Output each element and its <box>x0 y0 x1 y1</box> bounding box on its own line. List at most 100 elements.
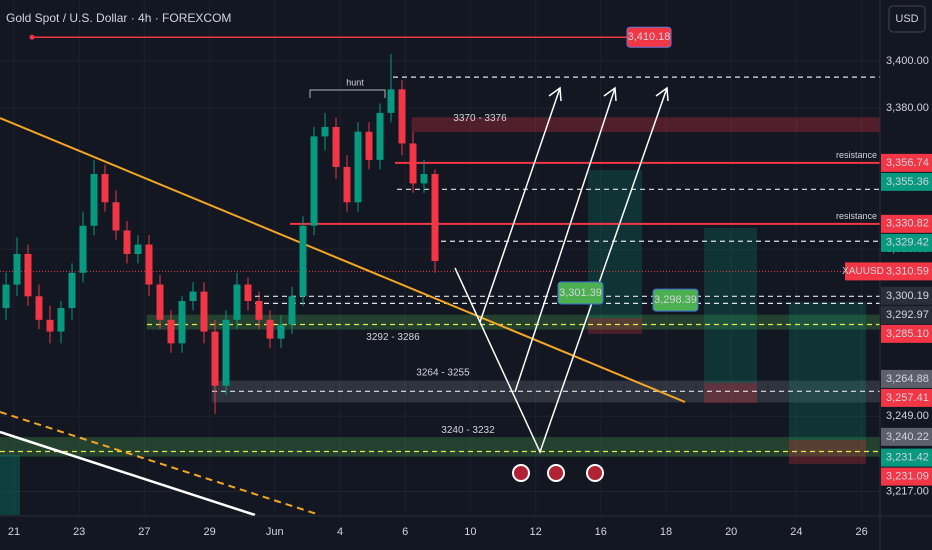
target-label: 3,298.39 <box>654 294 697 306</box>
price-label: 3,292.97 <box>886 309 929 321</box>
x-tick-label: 4 <box>337 526 343 538</box>
candle-body <box>277 324 285 339</box>
price-tag <box>881 388 932 407</box>
candle-body <box>343 166 351 203</box>
x-tick-label: 16 <box>595 526 607 538</box>
candle-body <box>332 126 340 167</box>
zone-label: 3292 - 3286 <box>366 332 420 343</box>
x-tick-label: 21 <box>8 526 20 538</box>
candle-body <box>299 225 307 297</box>
candle-body <box>134 244 142 254</box>
target-label: 3,301.39 <box>559 287 602 299</box>
candle-body <box>189 291 197 302</box>
price-label: 3,300.19 <box>886 290 929 302</box>
candle-body <box>211 331 219 386</box>
zone-label: 3370 - 3376 <box>453 113 507 124</box>
x-tick-label: 29 <box>203 526 215 538</box>
peak-tag <box>626 26 672 48</box>
price-label: 3,264.88 <box>886 373 929 385</box>
price-label: 3,355.36 <box>886 176 929 188</box>
event-icon <box>586 464 604 482</box>
target-tag <box>652 288 699 312</box>
hunt-bracket <box>309 89 386 98</box>
stop-box <box>588 318 642 334</box>
projection-arrows <box>454 86 669 454</box>
x-tick-label: 6 <box>402 526 408 538</box>
grid <box>0 0 880 515</box>
zone <box>0 436 881 457</box>
price-tag <box>881 467 932 486</box>
candle-body <box>376 112 384 160</box>
stop-box <box>789 440 866 464</box>
event-icon <box>547 464 565 482</box>
candle-body <box>145 244 153 285</box>
currency-button[interactable] <box>888 5 926 33</box>
labels: 21 23 27 29 Jun 4 6 10 12 16 18 20 24 26 3,400.00 3,380… <box>8 26 932 538</box>
price-label: 3,257.41 <box>886 392 929 404</box>
candle-body <box>431 174 439 262</box>
chart-title: Gold Spot / U.S. Dollar · 4h · FOREXCOM <box>6 11 231 25</box>
candle-body <box>420 174 428 184</box>
candle-body <box>365 131 373 160</box>
x-tick-label: Jun <box>266 526 284 538</box>
candles <box>2 54 439 414</box>
price-tag <box>881 233 932 252</box>
zone-label: 3264 - 3255 <box>416 368 470 379</box>
candle-body <box>13 253 21 285</box>
candle-body <box>310 136 318 226</box>
candle-body <box>200 291 208 332</box>
price-label: 3,231.42 <box>886 451 929 463</box>
trendline-dashed <box>0 411 321 516</box>
long-box <box>0 455 20 515</box>
x-tick-label: 18 <box>660 526 672 538</box>
candle-body <box>266 319 274 339</box>
long-box <box>704 228 757 383</box>
candle-body <box>255 301 263 320</box>
x-tick-label: 26 <box>855 526 867 538</box>
candle-body <box>321 126 329 137</box>
candle-body <box>409 143 417 184</box>
currency[interactable]: USD <box>895 13 918 25</box>
price-label: 3,330.82 <box>886 218 929 230</box>
trendline-white <box>0 430 256 517</box>
x-tick-label: 24 <box>790 526 802 538</box>
price-label: 3,285.10 <box>886 328 929 340</box>
arrow-head <box>655 86 669 102</box>
price-tag <box>881 214 932 233</box>
candle-body <box>57 308 65 332</box>
event-icon <box>512 464 530 482</box>
candle-body <box>233 284 241 320</box>
projection-path <box>479 87 561 323</box>
candle-body <box>123 230 131 254</box>
long-box <box>789 302 866 440</box>
position-boxes <box>0 170 866 515</box>
price-label: 3,231.09 <box>886 470 929 482</box>
stop-box <box>704 383 757 403</box>
candle-body <box>79 225 87 273</box>
event-icons <box>512 464 604 482</box>
candle-body <box>2 284 10 309</box>
candle-body <box>46 319 54 332</box>
projection-path <box>514 87 616 393</box>
price-tag <box>881 324 932 343</box>
price-label: 3,240.22 <box>886 431 929 443</box>
candle-body <box>398 89 406 144</box>
x-tick-label: 10 <box>464 526 476 538</box>
candle-body <box>90 174 98 226</box>
trendline <box>0 117 686 403</box>
candle-body <box>167 319 175 344</box>
annotation: hunt <box>346 77 364 87</box>
x-tick-label: 27 <box>138 526 150 538</box>
price-tag <box>881 369 932 388</box>
resistance-label: resistance <box>836 211 877 221</box>
candle-body <box>24 253 32 297</box>
candle-body <box>35 296 43 320</box>
symbol-tag <box>845 262 881 281</box>
candle-body <box>156 284 164 320</box>
price-tag <box>881 153 932 172</box>
price-tag <box>881 286 932 305</box>
candle-body <box>244 284 252 302</box>
peak-dot <box>29 34 35 40</box>
arrow-head <box>603 86 617 102</box>
